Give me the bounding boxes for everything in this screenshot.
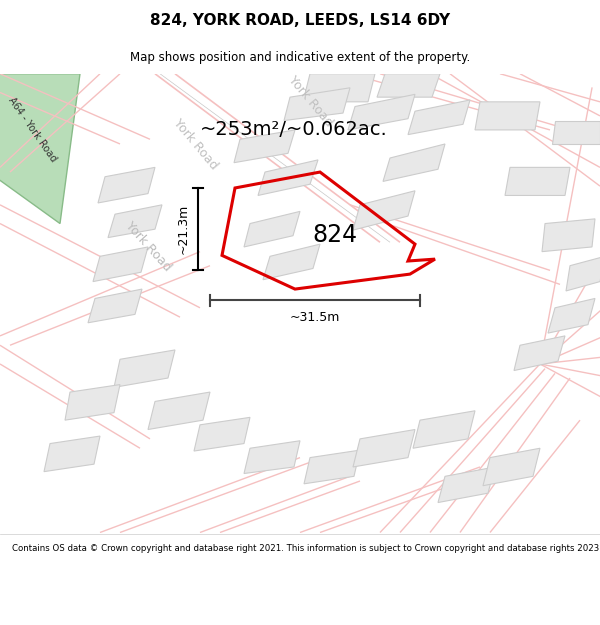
Polygon shape bbox=[244, 441, 300, 474]
Polygon shape bbox=[548, 299, 595, 333]
Polygon shape bbox=[304, 450, 360, 484]
Text: A64 - York Road: A64 - York Road bbox=[6, 96, 58, 164]
Polygon shape bbox=[284, 88, 350, 121]
Polygon shape bbox=[413, 411, 475, 448]
Text: 824: 824 bbox=[313, 222, 358, 247]
Polygon shape bbox=[258, 160, 318, 196]
Text: ~21.3m: ~21.3m bbox=[177, 204, 190, 254]
Polygon shape bbox=[475, 102, 540, 130]
Polygon shape bbox=[566, 256, 600, 291]
Polygon shape bbox=[114, 350, 175, 388]
Text: York Road: York Road bbox=[285, 74, 335, 129]
Polygon shape bbox=[108, 205, 162, 238]
Polygon shape bbox=[65, 384, 120, 420]
Polygon shape bbox=[98, 168, 155, 203]
Text: York Road: York Road bbox=[122, 220, 173, 274]
Polygon shape bbox=[377, 74, 440, 97]
Polygon shape bbox=[353, 429, 415, 467]
Polygon shape bbox=[552, 121, 600, 144]
Polygon shape bbox=[0, 74, 80, 224]
Polygon shape bbox=[542, 219, 595, 252]
Text: Contains OS data © Crown copyright and database right 2021. This information is : Contains OS data © Crown copyright and d… bbox=[12, 544, 600, 552]
Text: 824, YORK ROAD, LEEDS, LS14 6DY: 824, YORK ROAD, LEEDS, LS14 6DY bbox=[150, 13, 450, 28]
Polygon shape bbox=[353, 191, 415, 230]
Polygon shape bbox=[408, 100, 470, 134]
Polygon shape bbox=[348, 94, 415, 130]
Polygon shape bbox=[303, 74, 375, 102]
Polygon shape bbox=[88, 289, 142, 322]
Polygon shape bbox=[148, 392, 210, 429]
Text: Map shows position and indicative extent of the property.: Map shows position and indicative extent… bbox=[130, 51, 470, 64]
Text: York Road: York Road bbox=[170, 116, 220, 172]
Polygon shape bbox=[234, 130, 295, 162]
Polygon shape bbox=[438, 467, 495, 502]
Polygon shape bbox=[93, 247, 148, 282]
Polygon shape bbox=[514, 336, 565, 371]
Polygon shape bbox=[44, 436, 100, 472]
Polygon shape bbox=[383, 144, 445, 181]
Polygon shape bbox=[483, 448, 540, 486]
Polygon shape bbox=[505, 168, 570, 196]
Text: ~253m²/~0.062ac.: ~253m²/~0.062ac. bbox=[200, 121, 388, 139]
Polygon shape bbox=[244, 211, 300, 247]
Polygon shape bbox=[194, 418, 250, 451]
Polygon shape bbox=[263, 244, 320, 280]
Text: ~31.5m: ~31.5m bbox=[290, 311, 340, 324]
